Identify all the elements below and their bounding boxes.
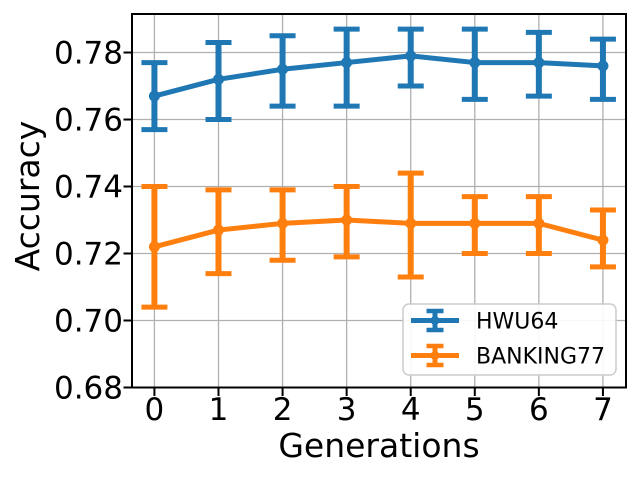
- data-point-marker: [597, 234, 609, 246]
- data-point-marker: [533, 217, 545, 229]
- series-line-hwu64: [153, 53, 604, 99]
- data-point-marker: [405, 50, 417, 62]
- legend-glyph-marker: [430, 316, 440, 325]
- x-tick-label: 6: [529, 392, 549, 428]
- plot-border: [131, 13, 627, 389]
- data-point-marker: [597, 60, 609, 72]
- x-tick-label: 4: [401, 392, 421, 428]
- legend-label: BANKING77: [476, 345, 605, 370]
- x-tick-label: 3: [337, 392, 357, 428]
- data-point-marker: [148, 241, 160, 253]
- data-point-marker: [212, 73, 224, 85]
- x-axis-label: Generations: [278, 426, 479, 465]
- legend-label: HWU64: [476, 310, 558, 335]
- legend-glyph-marker: [430, 351, 440, 360]
- data-point-marker: [277, 217, 289, 229]
- x-tick-label: 0: [145, 392, 165, 428]
- y-axis-label: Accuracy: [8, 121, 47, 272]
- y-tick-label: 0.70: [54, 304, 123, 340]
- data-point-marker: [405, 217, 417, 229]
- data-point-marker: [148, 90, 160, 102]
- y-tick-label: 0.72: [54, 237, 123, 273]
- y-tick-label: 0.68: [54, 371, 123, 407]
- data-point-marker: [341, 214, 353, 226]
- x-tick-label: 7: [593, 392, 613, 428]
- x-tick-label: 1: [209, 392, 229, 428]
- y-tick-label: 0.76: [54, 103, 123, 139]
- series-line-banking77: [153, 217, 604, 250]
- x-tick-label: 5: [465, 392, 485, 428]
- series-layer: [141, 26, 616, 310]
- data-point-marker: [533, 57, 545, 69]
- data-point-marker: [341, 57, 353, 69]
- data-point-marker: [277, 63, 289, 75]
- data-point-marker: [469, 57, 481, 69]
- data-point-marker: [469, 217, 481, 229]
- axes-layer: 0 1 2 3 4 5 6 7 0.68 0.70 0.72 0.74 0.76 0.78: [54, 13, 627, 428]
- y-tick-label: 0.74: [54, 170, 123, 206]
- data-point-marker: [212, 224, 224, 236]
- x-tick-label: 2: [273, 392, 293, 428]
- legend: HWU64 BANKING77: [402, 303, 617, 376]
- y-tick-label: 0.78: [54, 36, 123, 72]
